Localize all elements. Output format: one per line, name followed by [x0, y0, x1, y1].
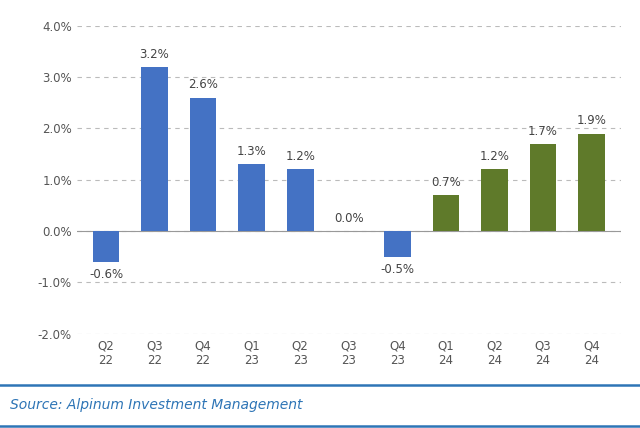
Text: 1.7%: 1.7%	[528, 125, 558, 138]
Text: 1.2%: 1.2%	[285, 150, 315, 163]
Text: -0.5%: -0.5%	[380, 263, 414, 276]
Text: 0.0%: 0.0%	[334, 212, 364, 225]
Text: 2.6%: 2.6%	[188, 78, 218, 92]
Text: Source: Alpinum Investment Management: Source: Alpinum Investment Management	[10, 398, 302, 412]
Bar	[433, 195, 460, 231]
Bar	[189, 98, 216, 231]
Text: 0.7%: 0.7%	[431, 176, 461, 189]
Bar	[93, 231, 119, 262]
Bar	[238, 164, 265, 231]
Text: 1.2%: 1.2%	[479, 150, 509, 163]
Bar	[141, 67, 168, 231]
Text: -0.6%: -0.6%	[89, 268, 123, 281]
Bar	[287, 169, 314, 231]
Bar	[481, 169, 508, 231]
Bar	[530, 144, 556, 231]
Bar	[579, 134, 605, 231]
Text: 3.2%: 3.2%	[140, 48, 170, 61]
Text: 1.3%: 1.3%	[237, 145, 266, 158]
Bar	[384, 231, 411, 257]
Text: 1.9%: 1.9%	[577, 114, 607, 128]
